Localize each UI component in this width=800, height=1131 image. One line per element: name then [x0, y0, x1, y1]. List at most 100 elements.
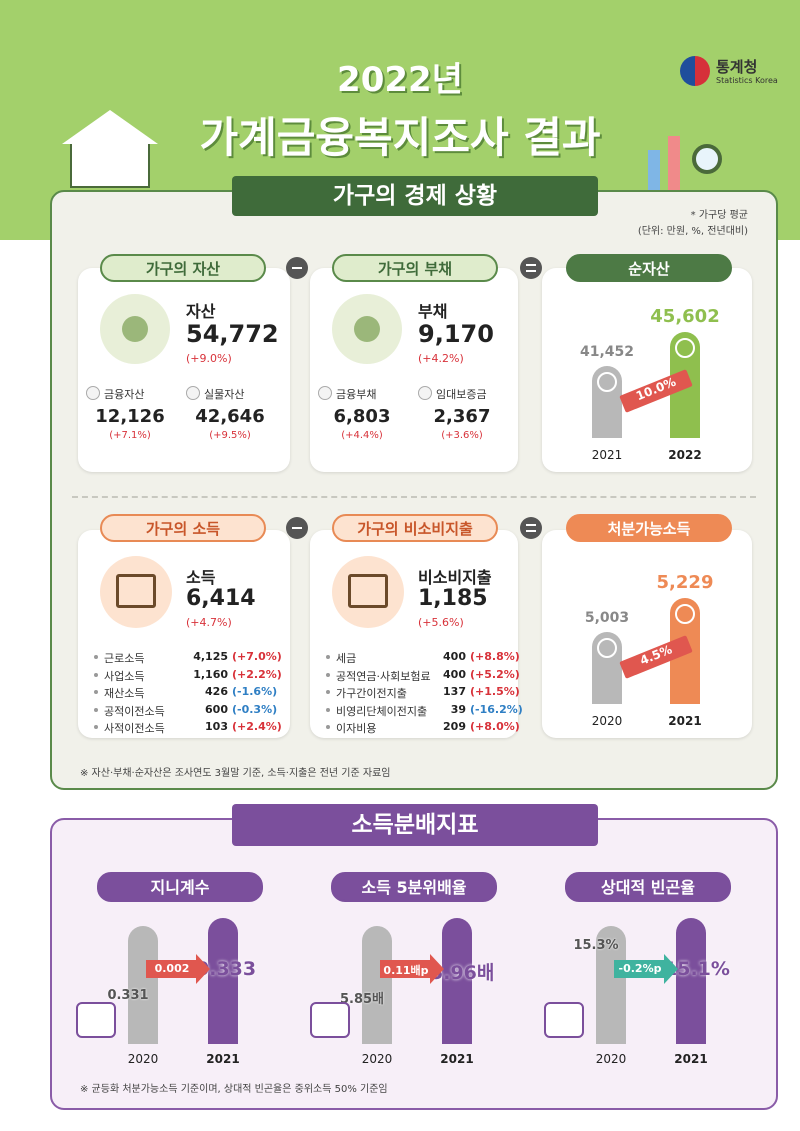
bullet — [94, 672, 98, 677]
icon-house — [348, 574, 388, 608]
bar-coin — [675, 338, 695, 358]
title-year: 2022년 — [337, 60, 463, 100]
bar-year: 2021 — [674, 1052, 708, 1066]
item-value: 426 — [205, 685, 228, 698]
item-value: 2,367 — [433, 406, 491, 427]
stat-card: 비소비지출 1,185 (+5.6%) 세금 400 (+8.8%) 공적연금·사회보험료 4… — [310, 530, 523, 738]
bar-year: 2021 — [591, 448, 623, 462]
divider — [72, 496, 756, 498]
stat-name: 소득 — [186, 568, 216, 587]
item-change: (+3.6%) — [441, 430, 483, 441]
item-change: (+4.4%) — [341, 430, 383, 441]
item-value: 39 — [450, 702, 466, 716]
bar-value: 45,602 — [650, 306, 720, 327]
bar-year: 2020 — [595, 1052, 627, 1066]
title: 가계금융복지조사 결과 — [199, 113, 601, 162]
footnote: ※ 자산·부채·순자산은 조사연도 3월말 기준, 소득·지출은 전년 기준 자… — [80, 768, 391, 779]
change-arrow-head — [196, 954, 210, 984]
item-change: (+9.5%) — [209, 430, 251, 441]
bar-coin — [597, 638, 617, 658]
minus-icon — [286, 257, 308, 279]
item-change: (+2.4%) — [232, 720, 282, 733]
bar-value: 5.85배 — [339, 992, 385, 1007]
house-roof — [62, 110, 158, 144]
bar-value: 5.96배 — [430, 962, 495, 984]
operator-line — [292, 527, 302, 529]
bar — [128, 926, 158, 1044]
item-change: (+5.2%) — [470, 667, 520, 681]
stat-name: 자산 — [186, 302, 216, 321]
bullet — [326, 707, 330, 712]
bar-value: 0.331 — [107, 988, 149, 1003]
arrow-deco — [648, 150, 660, 190]
bar — [362, 926, 392, 1044]
bar-coin — [597, 372, 617, 392]
indicator-icon — [310, 1002, 350, 1038]
item-change: (-0.3%) — [232, 702, 278, 716]
bar — [676, 918, 706, 1044]
item-value: 42,646 — [195, 406, 265, 427]
item-name: 재산소득 — [104, 687, 145, 700]
item-icon — [86, 386, 100, 400]
item-change: (+8.0%) — [470, 720, 520, 733]
magnifier-icon — [692, 144, 722, 174]
bullet — [326, 655, 330, 659]
item-name: 실물자산 — [204, 388, 245, 401]
bullet — [94, 655, 98, 659]
item-value: 137 — [443, 685, 466, 698]
icon-coin — [354, 316, 380, 342]
economy-title: 가구의 경제 상황 — [232, 176, 598, 216]
icon — [100, 556, 172, 628]
item-value: 400 — [443, 650, 466, 663]
change-arrow — [614, 960, 664, 978]
stat-card: 자산 54,772 (+9.0%) 금융자산 12,126 (+7.1%) 실물자산 42,6… — [78, 268, 290, 472]
stat-value: 6,414 — [186, 586, 256, 611]
minus-icon — [286, 517, 308, 539]
bar-value: 15.3% — [573, 938, 619, 953]
item-icon — [418, 386, 432, 400]
bar — [596, 926, 626, 1044]
item-value: 600 — [205, 702, 228, 716]
stat-change: (+4.7%) — [186, 616, 232, 629]
operator-line — [526, 530, 536, 532]
bullet — [326, 725, 330, 729]
section-label: 처분가능소득 — [566, 514, 732, 542]
stat-change pos: (+9.0%) — [186, 352, 232, 365]
bullet — [326, 672, 330, 677]
bar-card: 41,452 2021 45,602 2022 10.0% — [542, 268, 752, 472]
stat-card: 소득 6,414 (+4.7%) 근로소득 4,125 (+7.0%) 사업소득 1,160 (… — [78, 530, 290, 738]
equals-icon — [520, 257, 542, 279]
operator-line — [526, 270, 536, 272]
bar-value: 15.1% — [664, 958, 730, 980]
bar-year: 2021 — [206, 1052, 240, 1066]
item-name: 근로소득 — [104, 652, 145, 665]
bar-year: 2020 — [127, 1052, 159, 1066]
stat-card: 부채 9,170 (+4.2%) 금융부채 6,803 (+4.4%) 임대보증금 2,367… — [310, 268, 518, 472]
bar-value: 5,003 — [584, 610, 630, 626]
item-change: (+7.1%) — [109, 430, 151, 441]
change-label: 0.002 — [154, 962, 190, 975]
bar-year: 2022 — [668, 448, 702, 462]
item-icon — [318, 386, 332, 400]
logo-en: Statistics Korea — [716, 76, 778, 85]
bar-card: 5,003 2020 5,229 2021 4.5% — [542, 530, 752, 738]
item-name: 임대보증금 — [436, 388, 487, 401]
item-value: 400 — [443, 667, 466, 681]
item-change: (-1.6%) — [232, 685, 278, 698]
logo-mark — [680, 56, 710, 86]
unit-note: (단위: 만원, %, 전년대비) — [637, 226, 748, 237]
operator-line — [526, 264, 536, 266]
bar — [442, 918, 472, 1044]
section-label: 순자산 — [566, 254, 732, 282]
item-change: (+1.5%) — [470, 685, 520, 698]
item-name: 금융자산 — [104, 388, 145, 401]
stat-value: 54,772 — [186, 320, 279, 348]
house-icon — [70, 140, 150, 188]
stat-change: (+5.6%) — [418, 616, 464, 629]
item-change: (+7.0%) — [232, 650, 282, 663]
item-name: 금융부채 — [336, 388, 377, 401]
bar-value: 0.333 — [196, 958, 257, 980]
item-value: 209 — [443, 720, 466, 733]
item-change: (+2.2%) — [232, 667, 282, 681]
